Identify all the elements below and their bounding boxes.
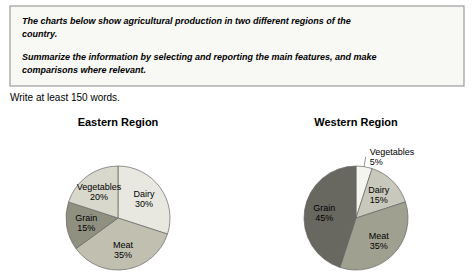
slice-category-label: Meat — [113, 240, 134, 250]
instruction-line: Summarize the information by selecting a… — [22, 52, 377, 62]
slice-value-label: 20% — [90, 192, 108, 202]
slice-value-label: 5% — [370, 157, 383, 167]
slice-value-label: 35% — [370, 241, 388, 251]
instruction-line: The charts below show agricultural produ… — [22, 16, 351, 26]
slice-value-label: 15% — [77, 223, 95, 233]
instruction-line: country. — [22, 29, 57, 39]
instruction-line: comparisons where relevant. — [22, 65, 146, 75]
chart-title: Western Region — [314, 116, 398, 128]
pie-group — [66, 166, 170, 270]
slice-value-label: 45% — [315, 213, 333, 223]
label-group: Vegetables5% Dairy15% Meat35% Grain45% — [313, 147, 415, 251]
pie-slice — [69, 166, 118, 218]
slice-category-label: Meat — [369, 231, 390, 241]
slice-value-label: 15% — [370, 195, 388, 205]
slice-category-label: Grain — [75, 213, 97, 223]
chart-root: The charts below show agricultural produ… — [0, 0, 474, 279]
pie-group — [304, 166, 408, 270]
slice-category-label: Vegetables — [370, 147, 415, 157]
slice-value-label: 35% — [114, 250, 132, 260]
slice-value-label: 30% — [135, 199, 153, 209]
chart-title: Eastern Region — [78, 116, 159, 128]
slice-category-label: Dairy — [368, 185, 390, 195]
slice-category-label: Dairy — [134, 189, 156, 199]
pie-slice — [76, 218, 168, 270]
slice-category-label: Vegetables — [77, 182, 122, 192]
leader-line — [364, 157, 366, 167]
write-note: Write at least 150 words. — [10, 92, 120, 103]
label-group: Dairy30% Meat35% Grain15% Vegetables20% — [75, 182, 155, 260]
pie-slice — [304, 166, 356, 267]
instruction-box-group — [10, 6, 464, 86]
instruction-box — [10, 6, 464, 86]
slice-category-label: Grain — [313, 203, 335, 213]
